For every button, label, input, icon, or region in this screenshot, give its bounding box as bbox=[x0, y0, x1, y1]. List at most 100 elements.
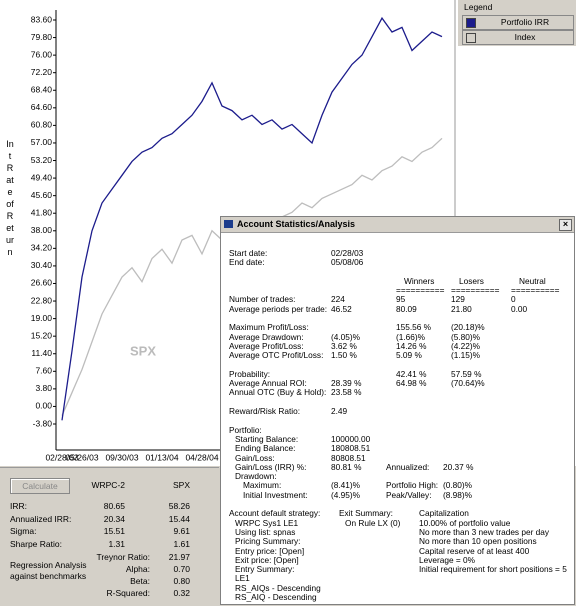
cell-total: 1.50 % bbox=[331, 350, 357, 361]
settings-line: No more than 10 open positions bbox=[419, 536, 537, 547]
legend-item[interactable]: Index bbox=[462, 30, 574, 45]
y-tick-label: 3.80 bbox=[35, 383, 52, 393]
cell-neutral: 0.00 bbox=[511, 303, 528, 314]
settings-line: Capital reserve of at least 400 bbox=[419, 545, 530, 556]
stat-value: 58.26 bbox=[168, 501, 190, 511]
cell-winners: 5.09 % bbox=[396, 350, 422, 361]
stat-row: Probability: 42.41 % 57.59 % bbox=[221, 368, 574, 379]
cell-total: (4.95)% bbox=[331, 489, 361, 500]
regression-value: 0.80 bbox=[173, 576, 190, 586]
cell-total: 80808.51 bbox=[331, 452, 366, 463]
y-tick-label: 68.40 bbox=[31, 85, 53, 95]
stat-row: Start date: 02/28/03 bbox=[221, 248, 574, 258]
cell-label: Maximum Profit/Loss: bbox=[229, 322, 309, 333]
cell-total: 80.81 % bbox=[331, 461, 362, 472]
cell-losers: 21.80 bbox=[451, 303, 472, 314]
cell-extra-label: Annualized: bbox=[386, 461, 430, 472]
cell-winners: 95 bbox=[396, 294, 406, 305]
cell-label: Start date: bbox=[229, 248, 268, 258]
cell-label: Gain/Loss (IRR) %: bbox=[235, 461, 307, 472]
stat-row: Starting Balance: 100000.00 bbox=[221, 433, 574, 444]
y-tick-label: 64.60 bbox=[31, 102, 53, 112]
cell-label: Initial Investment: bbox=[243, 489, 308, 500]
stat-row: Average OTC Profit/Loss: 1.50 % 5.09 % (1.1… bbox=[221, 350, 574, 361]
settings: Account default strategy: WRPC Sys1 LE1 Us… bbox=[221, 508, 574, 604]
cell-label: Maximum: bbox=[243, 480, 282, 491]
cell-label: Number of trades: bbox=[229, 294, 296, 305]
settings-line: On Rule LX (0) bbox=[345, 517, 401, 528]
cell-total: (4.05)% bbox=[331, 331, 361, 342]
cell-label: Average Profit/Loss: bbox=[229, 340, 304, 351]
cell-losers: 129 bbox=[451, 294, 465, 305]
y-tick-label: 7.60 bbox=[35, 366, 52, 376]
cell-losers: (5.80)% bbox=[451, 331, 481, 342]
stat-row: Average periods per trade: 46.52 80.09 21.8… bbox=[221, 303, 574, 314]
cell-losers: (1.15)% bbox=[451, 350, 481, 361]
legend-label: Portfolio IRR bbox=[500, 17, 550, 27]
settings-line: Capitalization bbox=[419, 508, 469, 519]
cell-losers: (4.22)% bbox=[451, 340, 481, 351]
settings-line: RS_AIQs - Descending bbox=[235, 582, 321, 593]
cell-label: Annual OTC (Buy & Hold): bbox=[229, 387, 327, 398]
settings-line: LE1 bbox=[235, 573, 250, 584]
stat-value: 1.61 bbox=[173, 538, 190, 549]
stat-label: Sharpe Ratio: bbox=[10, 538, 62, 549]
stat-row: Average Drawdown: (4.05)% (1.66)% (5.80)% bbox=[221, 331, 574, 342]
regression-label: Beta: bbox=[130, 576, 150, 586]
y-tick-label: 45.60 bbox=[31, 190, 53, 200]
cell-label: Starting Balance: bbox=[235, 433, 299, 444]
cell-total: 28.39 % bbox=[331, 378, 362, 389]
column-header: ========== bbox=[511, 285, 560, 296]
stat-label: IRR: bbox=[10, 501, 27, 511]
header-row: Winners Losers Neutral bbox=[221, 275, 574, 286]
y-tick-label: 57.00 bbox=[31, 137, 53, 147]
cell-total: 05/08/06 bbox=[331, 257, 364, 268]
cell-label: Average periods per trade: bbox=[229, 303, 328, 314]
y-tick-label: 30.40 bbox=[31, 260, 53, 270]
cell-label: Ending Balance: bbox=[235, 443, 296, 454]
column-header: Losers bbox=[459, 275, 484, 286]
spacer bbox=[221, 416, 574, 425]
settings-line: Entry Summary: bbox=[235, 564, 295, 575]
cell-label: Average Drawdown: bbox=[229, 331, 304, 342]
cell-extra-value: 20.37 % bbox=[443, 461, 474, 472]
y-tick-label: 26.60 bbox=[31, 278, 53, 288]
cell-losers: (70.64)% bbox=[451, 378, 485, 389]
y-axis-title: Int Rate of Return bbox=[6, 139, 15, 257]
x-tick-label: 01/13/04 bbox=[145, 452, 178, 462]
y-tick-label: 53.20 bbox=[31, 155, 53, 165]
stat-value: 9.61 bbox=[173, 526, 190, 536]
cell-winners: 42.41 % bbox=[396, 368, 427, 379]
stat-row: Maximum Profit/Loss: 155.56 % (20.18)% bbox=[221, 322, 574, 333]
legend-swatch bbox=[466, 18, 476, 28]
annotation: SPX bbox=[130, 343, 156, 358]
calculate-button[interactable]: Calculate bbox=[10, 478, 70, 494]
stat-label: Sigma: bbox=[10, 526, 37, 536]
x-tick-label: 02/28/03 bbox=[45, 452, 78, 462]
settings-line: Exit price: [Open] bbox=[235, 554, 299, 565]
cell-extra-value: (8.98)% bbox=[443, 489, 473, 500]
y-tick-label: 22.80 bbox=[31, 295, 53, 305]
x-tick-label: 05/26/03 bbox=[65, 452, 98, 462]
section-row: Drawdown: bbox=[221, 471, 574, 481]
legend-swatch bbox=[466, 33, 476, 43]
y-tick-label: 11.40 bbox=[31, 348, 52, 358]
cell-total: 224 bbox=[331, 294, 345, 305]
stat-row: Gain/Loss (IRR) %: 80.81 % Annualized: 20.3… bbox=[221, 461, 574, 472]
regression-label: R-Squared: bbox=[106, 588, 150, 598]
y-tick-label: 19.00 bbox=[31, 313, 53, 323]
cell-extra-label: Peak/Valley: bbox=[386, 489, 432, 500]
y-tick-label: 38.00 bbox=[31, 225, 53, 235]
column-header: SPX bbox=[172, 480, 190, 490]
cell-total: 100000.00 bbox=[331, 433, 371, 444]
cell-label: Gain/Loss: bbox=[235, 452, 275, 463]
legend-item[interactable]: Portfolio IRR bbox=[462, 15, 574, 30]
close-button[interactable]: × bbox=[559, 219, 572, 231]
dialog-title: Account Statistics/Analysis bbox=[237, 219, 356, 229]
x-tick-label: 09/30/03 bbox=[105, 452, 138, 462]
settings-line: Pricing Summary: bbox=[235, 536, 301, 547]
settings-line: Initial requirement for short positions … bbox=[419, 564, 567, 575]
cell-neutral: 0 bbox=[511, 294, 516, 305]
y-tick-label: 72.20 bbox=[31, 67, 53, 77]
cell-total: 3.62 % bbox=[331, 340, 357, 351]
